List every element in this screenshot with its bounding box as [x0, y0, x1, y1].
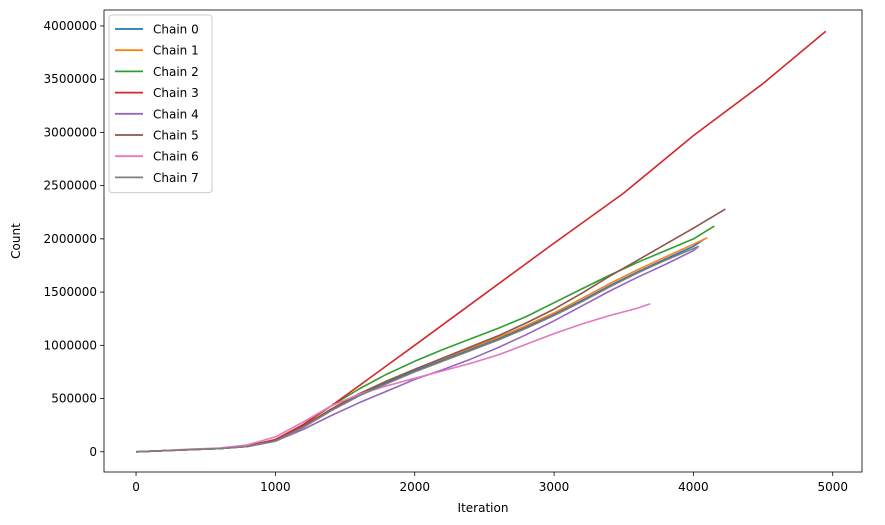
y-tick-label: 3500000	[44, 72, 97, 86]
y-tick-label: 1500000	[44, 285, 97, 299]
legend-label: Chain 6	[153, 150, 199, 164]
y-tick-label: 4000000	[44, 19, 97, 33]
plot-frame	[103, 9, 863, 473]
y-axis-label: Count	[9, 223, 23, 259]
x-tick-label: 4000	[678, 480, 709, 494]
legend-label: Chain 1	[153, 44, 199, 58]
y-tick-label: 3000000	[44, 125, 97, 139]
y-tick-label: 500000	[51, 392, 97, 406]
x-axis: 0 1000 2000 3000 4000 5000	[132, 472, 848, 494]
x-tick-label: 3000	[539, 480, 570, 494]
series-line-chain-7	[135, 245, 700, 453]
legend-label: Chain 0	[153, 23, 199, 37]
x-axis-label: Iteration	[458, 501, 509, 515]
y-axis: 0 500000 1000000 1500000 2000000 2500000 30000…	[44, 19, 104, 459]
x-tick-label: 2000	[399, 480, 430, 494]
legend-label: Chain 3	[153, 86, 199, 100]
y-tick-label: 2000000	[44, 232, 97, 246]
y-tick-label: 1000000	[44, 338, 97, 352]
legend-label: Chain 7	[153, 171, 199, 185]
legend-label: Chain 2	[153, 65, 199, 79]
legend-label: Chain 4	[153, 107, 199, 121]
y-tick-label: 0	[89, 445, 97, 459]
x-tick-label: 1000	[260, 480, 291, 494]
x-tick-label: 0	[132, 480, 140, 494]
legend-box	[108, 14, 213, 194]
x-tick-label: 5000	[817, 480, 848, 494]
y-tick-label: 2500000	[44, 179, 97, 193]
legend: Chain 0 Chain 1 Chain 2 Chain 3 Chain 4 Chain…	[108, 14, 213, 194]
legend-label: Chain 5	[153, 129, 199, 143]
series-layer	[135, 30, 827, 453]
